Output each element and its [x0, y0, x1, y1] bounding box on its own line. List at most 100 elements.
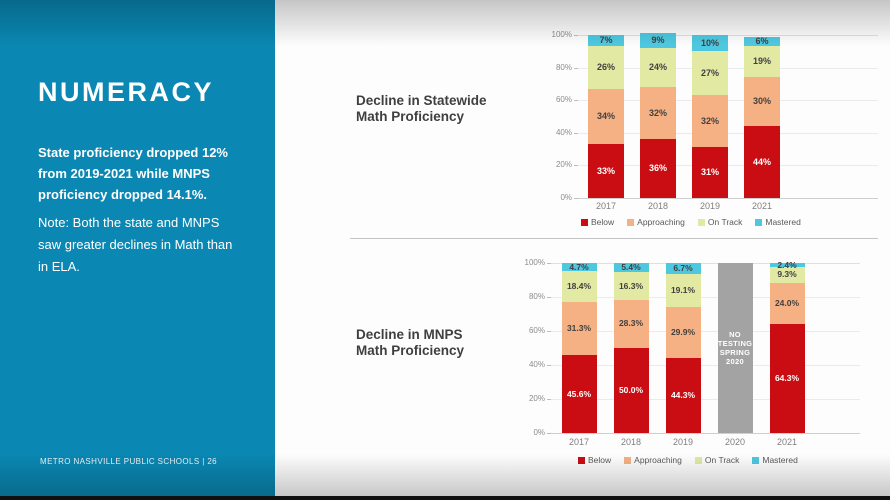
chart-title-statewide: Decline in Statewide Math Proficiency: [356, 93, 487, 124]
axis-tick-mark: [547, 433, 551, 434]
gridline: [576, 165, 878, 167]
bar-segment-below: 33%: [588, 144, 624, 198]
legend-swatch: [627, 218, 635, 226]
bar-value-label: 9%: [651, 35, 665, 46]
bar-segment-approaching: 32%: [640, 87, 676, 140]
axis-tick-mark: [574, 67, 578, 69]
bar-segment-approaching: 34%: [588, 88, 624, 145]
gridline: [549, 399, 860, 400]
gridline: [549, 263, 860, 264]
axis-tick-mark: [547, 263, 551, 264]
page-title: NUMERACY: [38, 77, 215, 107]
bar-segment-below: 50.0%: [613, 348, 649, 433]
bar-segment-approaching: 24.0%: [769, 282, 805, 324]
x-axis-label: 2020: [724, 437, 746, 447]
bar-value-label: 29.9%: [670, 326, 696, 337]
bar-segment-approaching: 31.3%: [561, 302, 597, 356]
legend-label: Below: [588, 455, 612, 465]
sidebar: NUMERACY State proficiency dropped 12% f…: [0, 0, 275, 496]
x-axis-label: 2018: [647, 201, 669, 211]
y-axis-tick-label: 100%: [524, 258, 545, 267]
bar-segment-below: 31%: [692, 147, 728, 198]
note-text: Note: Both the state and MNPS saw greate…: [38, 215, 233, 274]
legend-label: Mastered: [762, 455, 798, 465]
legend-label: On Track: [704, 455, 740, 465]
legend-item-below: Below: [581, 217, 614, 227]
bar-value-label: 2.4%: [777, 259, 797, 270]
bar-segment-mastered: 10%: [692, 35, 728, 52]
y-axis-tick-label: 0%: [533, 428, 545, 437]
x-axis-label: 2018: [620, 437, 642, 447]
bar-value-label: 28.3%: [618, 318, 644, 329]
bar-value-label: 6%: [755, 36, 769, 46]
bar-value-label: 34%: [596, 110, 615, 121]
bar-segment-on-track: 9.3%: [769, 267, 805, 283]
bar-value-label: 44%: [752, 156, 771, 167]
y-axis-tick-label: 20%: [555, 160, 572, 170]
x-axis-label: 2019: [699, 201, 721, 211]
bar-segment-below: 44%: [744, 126, 780, 198]
x-axis-label: 2019: [672, 437, 694, 447]
bar-value-label: 26%: [596, 62, 615, 73]
bar-segment-approaching: 30%: [744, 77, 780, 127]
legend-swatch: [578, 456, 585, 464]
bar-segment-below: 44.3%: [665, 357, 701, 433]
no-testing-bar: NO TESTING SPRING 2020: [717, 263, 753, 433]
bar-value-label: 24%: [648, 62, 667, 73]
chart-legend: Below Approaching On Track Mastered: [578, 455, 798, 465]
x-axis-label: 2021: [751, 201, 773, 211]
y-axis-tick-label: 40%: [528, 360, 545, 369]
bar-value-label: 5.4%: [621, 262, 641, 273]
x-axis-label: 2021: [776, 437, 798, 447]
section-divider: [350, 238, 878, 239]
y-axis-tick-label: 40%: [555, 127, 572, 137]
legend-label: Approaching: [637, 217, 685, 227]
legend-label: On Track: [707, 217, 743, 227]
gridline: [576, 198, 878, 199]
legend-label: Mastered: [765, 217, 801, 227]
no-testing-label: NO TESTING SPRING 2020: [717, 330, 753, 366]
key-stat-text: State proficiency dropped 12% from 2019-…: [38, 145, 228, 202]
legend-label: Below: [591, 217, 615, 227]
bar-value-label: 6.7%: [673, 263, 693, 274]
x-axis-label: 2017: [568, 437, 590, 447]
chart-title-mnps: Decline in MNPS Math Proficiency: [356, 327, 465, 358]
bar-value-label: 33%: [596, 165, 615, 176]
bar-segment-on-track: 24%: [640, 48, 676, 88]
bar-value-label: 24.0%: [774, 297, 800, 308]
legend-swatch: [624, 456, 632, 464]
bar-segment-mastered: 2.4%: [769, 259, 805, 270]
legend-item-mastered: Mastered: [752, 455, 798, 465]
bar-segment-below: 36%: [640, 139, 676, 198]
bar-value-label: 19%: [752, 56, 771, 67]
bar-value-label: 44.3%: [670, 389, 696, 400]
legend-item-below: Below: [578, 455, 611, 465]
y-axis-tick-label: 60%: [555, 95, 572, 105]
gridline: [576, 35, 878, 36]
legend-item-on-track: On Track: [694, 455, 740, 465]
y-axis-tick-label: 80%: [555, 62, 572, 72]
axis-tick-mark: [574, 35, 578, 36]
bar-segment-approaching: 29.9%: [665, 306, 701, 358]
bottom-black-bar: [0, 496, 890, 500]
axis-tick-mark: [574, 198, 578, 199]
bar-segment-on-track: 26%: [588, 46, 624, 89]
bar-value-label: 4.7%: [569, 261, 589, 272]
bar-segment-below: 64.3%: [769, 323, 805, 433]
gridline: [576, 67, 878, 69]
legend-item-approaching: Approaching: [624, 455, 682, 465]
legend-swatch: [697, 218, 705, 226]
y-axis-tick-label: 20%: [528, 394, 545, 403]
gridline: [549, 297, 860, 298]
bar-segment-on-track: 18.4%: [561, 270, 597, 303]
y-axis-tick-label: 100%: [551, 30, 572, 39]
bar-value-label: 27%: [700, 67, 719, 78]
bar-segment-mastered: 7%: [588, 35, 624, 47]
bar-value-label: 18.4%: [566, 281, 592, 292]
bar-value-label: 36%: [648, 163, 667, 174]
legend-label: Approaching: [634, 455, 682, 465]
bar-value-label: 31.3%: [566, 323, 592, 334]
